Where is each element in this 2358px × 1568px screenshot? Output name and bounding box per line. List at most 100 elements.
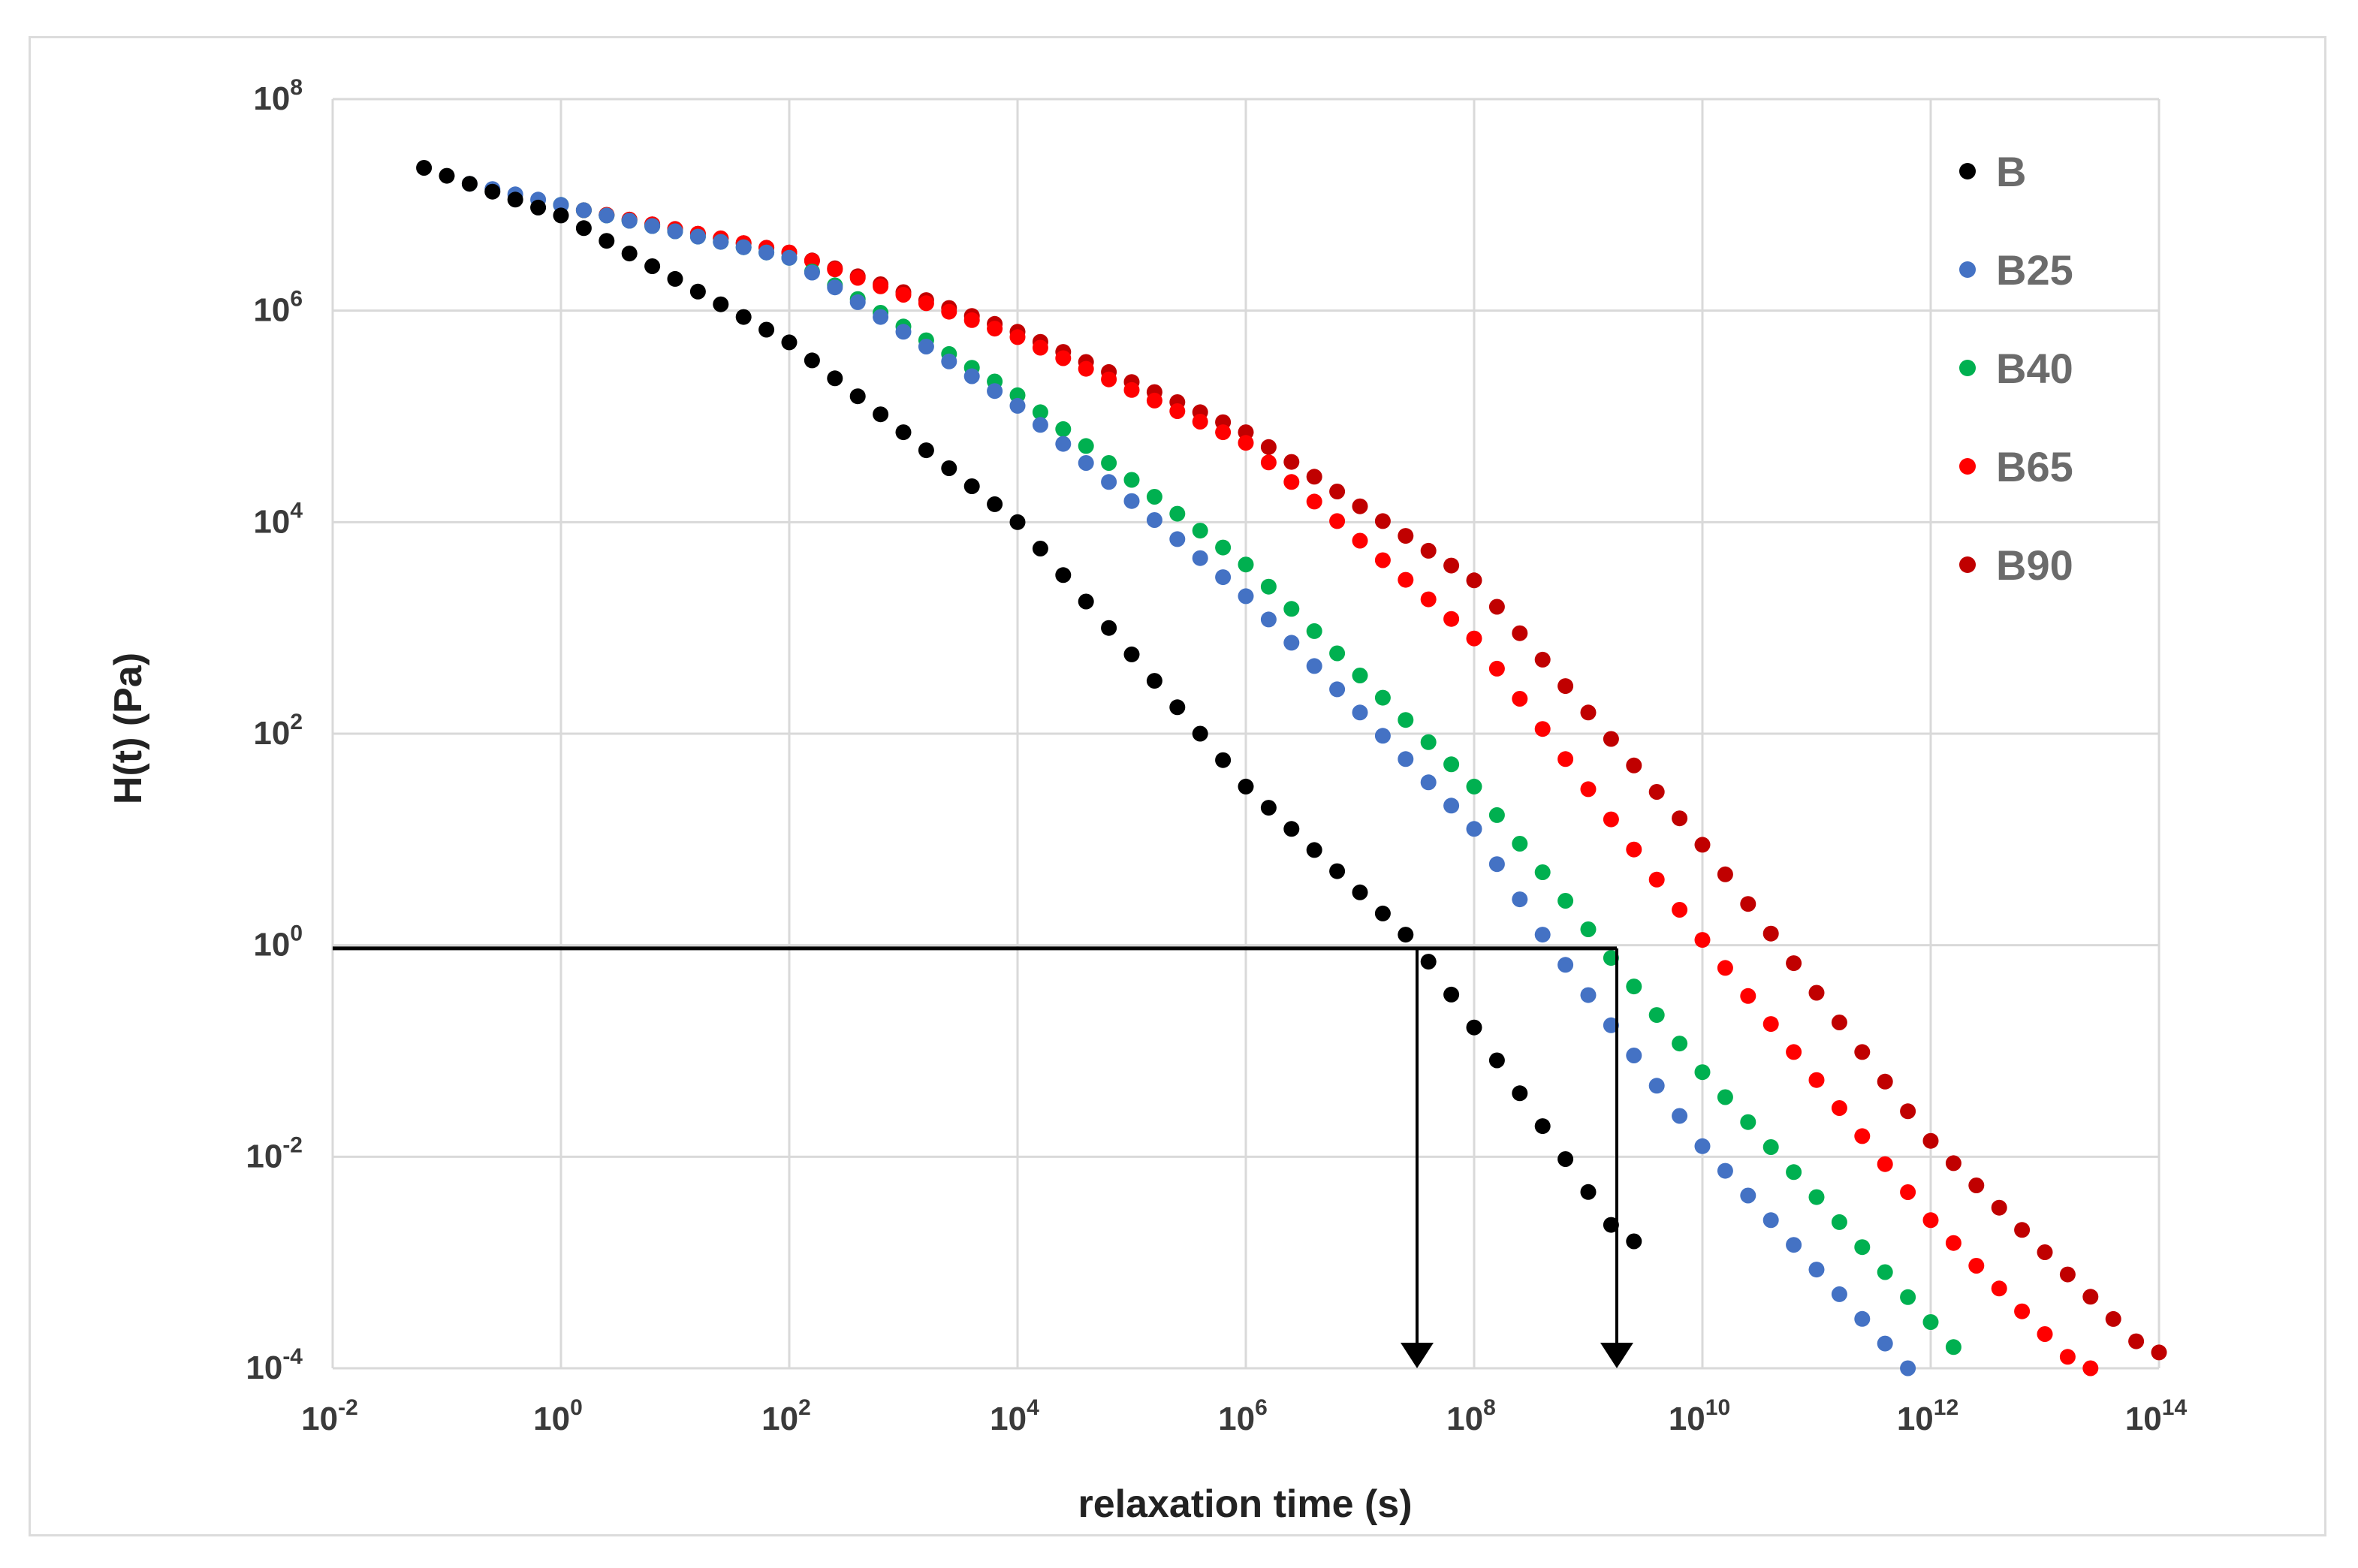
- data-point: [1603, 1017, 1619, 1033]
- data-point: [1055, 350, 1072, 366]
- data-point: [1283, 454, 1300, 470]
- data-point: [1329, 645, 1346, 662]
- data-point: [1877, 1264, 1893, 1280]
- y-tick-label: 108: [253, 75, 303, 117]
- data-point: [1694, 932, 1711, 948]
- data-point: [1626, 1048, 1642, 1063]
- data-point: [873, 278, 889, 294]
- data-point: [1352, 704, 1368, 721]
- y-tick-label: 102: [253, 710, 303, 752]
- data-point: [941, 460, 957, 476]
- data-point: [804, 264, 820, 281]
- data-point: [2037, 1326, 2053, 1342]
- data-point: [1032, 541, 1048, 556]
- data-point: [1626, 841, 1642, 858]
- data-point: [713, 296, 729, 312]
- data-point: [1101, 474, 1117, 490]
- data-point: [1215, 569, 1232, 586]
- data-point: [1762, 1016, 1779, 1033]
- data-point: [1260, 454, 1277, 471]
- data-point: [1238, 435, 1254, 451]
- y-tick-label: 10-2: [246, 1132, 303, 1174]
- x-tick-label: 1012: [1897, 1395, 1958, 1437]
- data-point: [1169, 699, 1186, 716]
- legend-marker-b90: [1959, 556, 1976, 573]
- data-point: [575, 202, 592, 219]
- data-point: [1557, 751, 1574, 767]
- data-point: [1512, 836, 1528, 852]
- data-point: [849, 388, 866, 405]
- data-point: [689, 228, 706, 245]
- data-point: [849, 270, 866, 286]
- data-point: [781, 334, 798, 351]
- data-point: [1534, 864, 1551, 880]
- legend-label-b25: B25: [1996, 246, 2073, 294]
- data-point: [1694, 837, 1711, 853]
- legend-marker-b65: [1959, 458, 1976, 475]
- data-point: [1603, 731, 1619, 747]
- data-point: [667, 223, 683, 240]
- data-point: [1374, 689, 1391, 706]
- data-point: [849, 294, 866, 310]
- data-point: [1945, 1155, 1961, 1171]
- data-point: [1420, 954, 1437, 970]
- data-point: [1648, 1078, 1665, 1094]
- data-point: [1626, 757, 1642, 773]
- data-point: [1306, 469, 1322, 485]
- data-point: [1694, 1064, 1711, 1081]
- data-point: [621, 246, 638, 262]
- data-point: [1512, 625, 1528, 641]
- data-point: [1055, 567, 1072, 583]
- data-point: [1786, 1044, 1802, 1060]
- data-point: [1443, 986, 1460, 1003]
- data-point: [1283, 601, 1300, 617]
- data-point: [1146, 489, 1162, 505]
- data-point: [1466, 778, 1482, 795]
- data-point: [1123, 472, 1140, 488]
- data-point: [895, 287, 912, 303]
- data-point: [1854, 1239, 1871, 1256]
- data-point: [1808, 1189, 1825, 1205]
- data-point: [1306, 493, 1322, 510]
- data-point: [1192, 725, 1208, 742]
- data-point: [1831, 1214, 1847, 1230]
- data-point: [1672, 810, 1688, 827]
- data-point: [1466, 1019, 1482, 1036]
- data-point: [1260, 800, 1277, 816]
- data-point: [1877, 1335, 1893, 1352]
- data-point: [1877, 1156, 1893, 1172]
- data-point: [1945, 1235, 1961, 1251]
- data-point: [941, 303, 957, 320]
- data-point: [1238, 778, 1254, 795]
- data-point: [1032, 404, 1048, 421]
- series-b90: [575, 202, 2167, 1361]
- data-point: [781, 249, 798, 266]
- legend-marker-b40: [1959, 360, 1976, 376]
- x-tick-label: 108: [1446, 1395, 1496, 1437]
- data-point: [1762, 1212, 1779, 1229]
- data-point: [1192, 414, 1208, 430]
- data-point: [1808, 1262, 1825, 1278]
- data-point: [1900, 1289, 1916, 1305]
- data-point: [963, 312, 980, 328]
- y-tick-label: 100: [253, 921, 303, 963]
- legend-label-b: B: [1996, 148, 2026, 195]
- data-point: [1260, 578, 1277, 595]
- data-point: [1557, 1151, 1574, 1167]
- data-point: [1146, 392, 1162, 409]
- data-point: [1991, 1199, 2007, 1216]
- data-point: [1557, 957, 1574, 973]
- data-point: [1580, 921, 1597, 937]
- y-axis-title: H(t) (Pa): [107, 653, 150, 804]
- data-point: [735, 309, 752, 325]
- data-point: [1032, 417, 1048, 433]
- data-point: [1032, 339, 1048, 356]
- data-point: [1123, 493, 1140, 509]
- data-point: [1009, 329, 1026, 345]
- data-point: [1123, 646, 1140, 662]
- x-axis-title: relaxation time (s): [1078, 1482, 1412, 1526]
- x-tick-label: 100: [533, 1395, 583, 1437]
- data-point: [1648, 1007, 1665, 1024]
- data-point: [1192, 550, 1208, 566]
